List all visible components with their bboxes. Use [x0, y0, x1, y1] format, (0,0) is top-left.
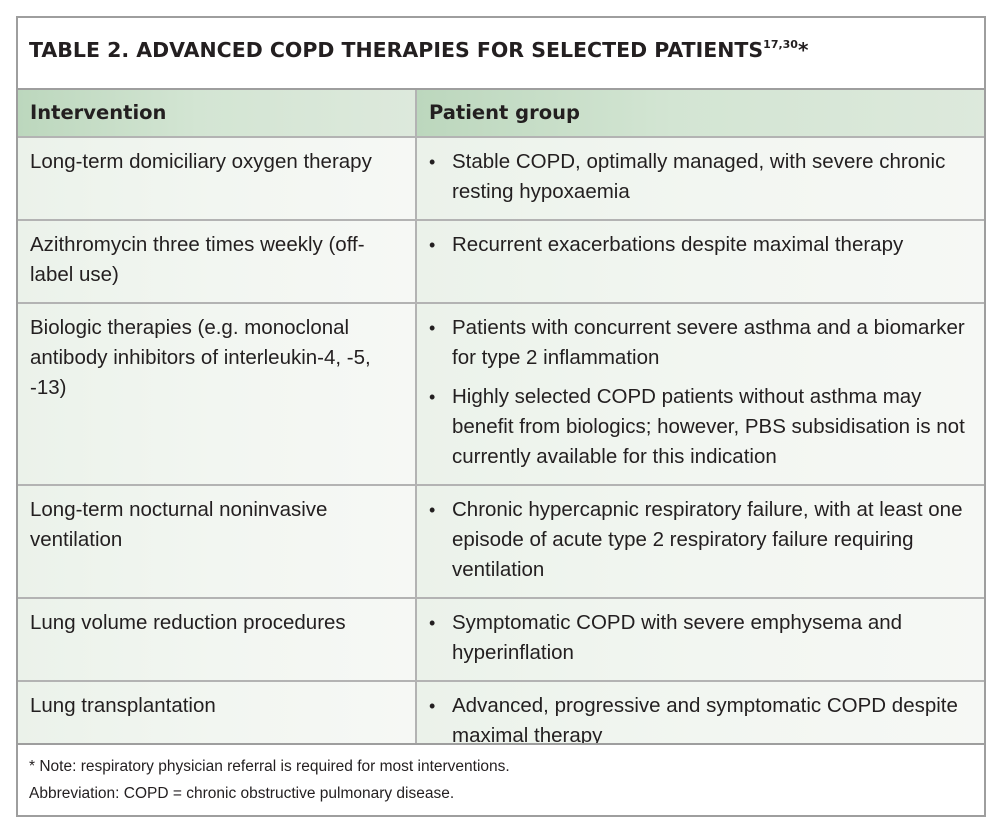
patient-group-list: Stable COPD, optimally managed, with sev… [429, 147, 976, 207]
title-note-mark: * [797, 38, 809, 62]
table-title: TABLE 2. ADVANCED COPD THERAPIES FOR SEL… [29, 38, 808, 62]
table-row: Long-term domiciliary oxygen therapy Sta… [18, 137, 984, 221]
column-header-patient-group: Patient group [416, 90, 984, 138]
patient-group-list: Chronic hypercapnic respiratory failure,… [429, 495, 976, 585]
patient-group-cell: Stable COPD, optimally managed, with sev… [416, 137, 984, 221]
patient-group-list: Recurrent exacerbations despite maximal … [429, 230, 976, 260]
table-row: Long-term nocturnal noninvasive ventilat… [18, 485, 984, 599]
list-item: Advanced, progressive and symptomatic CO… [429, 691, 976, 751]
footnote-note: * Note: respiratory physician referral i… [29, 758, 510, 775]
table-frame: TABLE 2. ADVANCED COPD THERAPIES FOR SEL… [16, 16, 986, 817]
patient-group-cell: Patients with concurrent severe asthma a… [416, 303, 984, 486]
intervention-cell: Lung volume reduction procedures [18, 598, 417, 682]
column-header-intervention: Intervention [18, 90, 417, 138]
table-row: Azithromycin three times weekly (off-lab… [18, 220, 984, 304]
patient-group-list: Patients with concurrent severe asthma a… [429, 313, 976, 472]
therapies-table: Intervention Patient group Long-term dom… [18, 90, 984, 763]
list-item: Stable COPD, optimally managed, with sev… [429, 147, 976, 207]
patient-group-list: Symptomatic COPD with severe emphysema a… [429, 608, 976, 668]
list-item: Highly selected COPD patients without as… [429, 382, 976, 472]
table-row: Biologic therapies (e.g. monoclonal anti… [18, 303, 984, 486]
patient-group-list: Advanced, progressive and symptomatic CO… [429, 691, 976, 751]
intervention-cell: Azithromycin three times weekly (off-lab… [18, 220, 417, 304]
table-header-row: Intervention Patient group [18, 90, 984, 138]
list-item: Recurrent exacerbations despite maximal … [429, 230, 976, 260]
list-item: Chronic hypercapnic respiratory failure,… [429, 495, 976, 585]
table-title-text: TABLE 2. ADVANCED COPD THERAPIES FOR SEL… [29, 38, 764, 62]
patient-group-cell: Symptomatic COPD with severe emphysema a… [416, 598, 984, 682]
table-footnotes: * Note: respiratory physician referral i… [18, 743, 984, 815]
list-item: Symptomatic COPD with severe emphysema a… [429, 608, 976, 668]
intervention-cell: Long-term domiciliary oxygen therapy [18, 137, 417, 221]
title-bar: TABLE 2. ADVANCED COPD THERAPIES FOR SEL… [18, 18, 984, 90]
footnote-abbreviation: Abbreviation: COPD = chronic obstructive… [29, 785, 455, 802]
list-item: Patients with concurrent severe asthma a… [429, 313, 976, 373]
table-row: Lung volume reduction procedures Symptom… [18, 598, 984, 682]
patient-group-cell: Chronic hypercapnic respiratory failure,… [416, 485, 984, 599]
title-references: 17,30 [763, 38, 798, 51]
intervention-cell: Biologic therapies (e.g. monoclonal anti… [18, 303, 417, 486]
intervention-cell: Long-term nocturnal noninvasive ventilat… [18, 485, 417, 599]
patient-group-cell: Recurrent exacerbations despite maximal … [416, 220, 984, 304]
